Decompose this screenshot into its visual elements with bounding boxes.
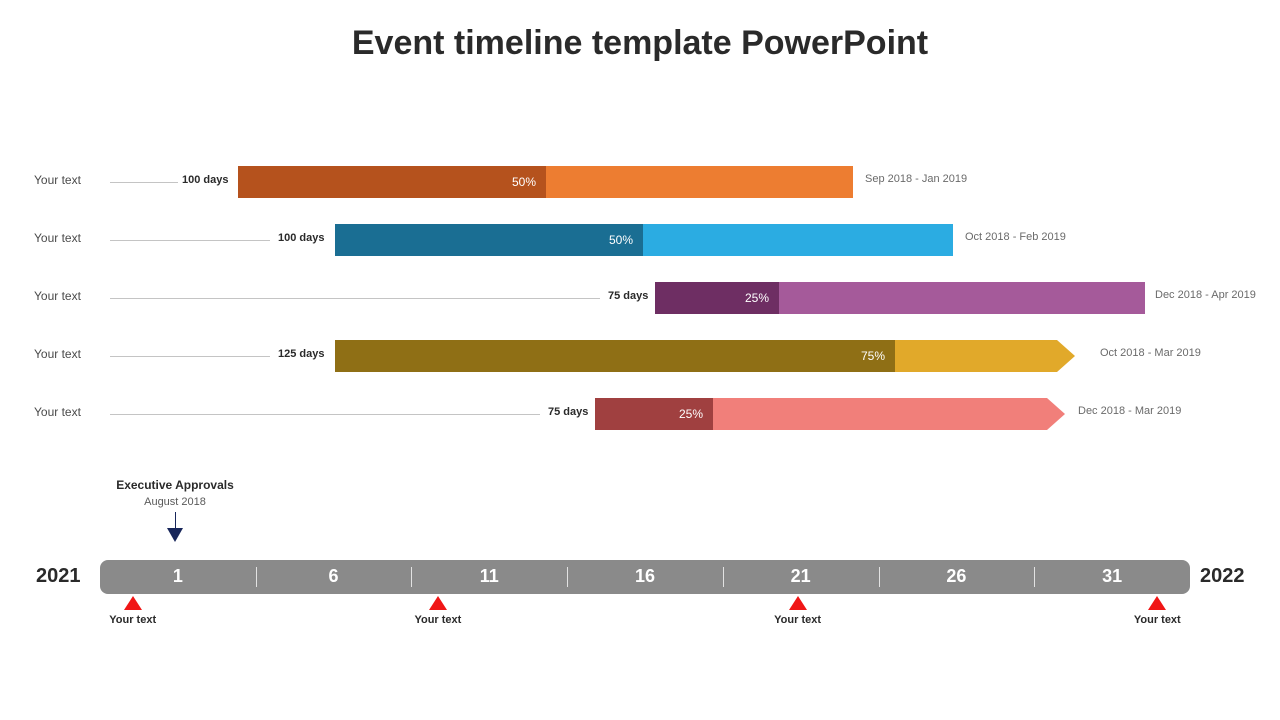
days-label: 100 days: [278, 232, 324, 244]
leader-line: [110, 356, 270, 357]
leader-line: [110, 240, 270, 241]
date-range-label: Sep 2018 - Jan 2019: [865, 173, 967, 185]
leader-line: [110, 298, 600, 299]
milestone-stem-icon: [175, 512, 176, 528]
axis-end-label: 2022: [1200, 565, 1245, 588]
axis-tick-label: 6: [256, 566, 412, 587]
milestone-callout: Executive Approvals August 2018: [105, 478, 245, 542]
milestone-date: August 2018: [105, 496, 245, 508]
axis-tick-label: 1: [100, 566, 256, 587]
axis-marker-label: Your text: [758, 614, 838, 626]
gantt-row: Your text 100 days 50% Oct 2018 - Feb 2019: [0, 218, 1280, 264]
arrow-head-icon: [1057, 340, 1075, 372]
axis-separator: [879, 567, 880, 587]
days-label: 125 days: [278, 348, 324, 360]
axis-separator: [256, 567, 257, 587]
axis-separator: [1034, 567, 1035, 587]
date-range-label: Dec 2018 - Apr 2019: [1155, 289, 1256, 301]
axis-marker-icon: [429, 596, 447, 610]
percent-label: 25%: [655, 282, 779, 314]
slide-title: Event timeline template PowerPoint: [0, 24, 1280, 63]
row-label: Your text: [34, 231, 81, 245]
milestone-title: Executive Approvals: [105, 478, 245, 492]
percent-label: 25%: [595, 398, 713, 430]
bar-todo-segment: [546, 166, 853, 198]
leader-line: [110, 182, 178, 183]
row-label: Your text: [34, 405, 81, 419]
gantt-bar: 25%: [595, 398, 1065, 430]
gantt-row: Your text 125 days 75% Oct 2018 - Mar 2019: [0, 334, 1280, 380]
axis-separator: [411, 567, 412, 587]
axis-tick-label: 31: [1034, 566, 1190, 587]
axis-marker-icon: [124, 596, 142, 610]
axis-separator: [723, 567, 724, 587]
row-label: Your text: [34, 347, 81, 361]
leader-line: [110, 414, 540, 415]
axis-tick-label: 26: [879, 566, 1035, 587]
percent-label: 50%: [238, 166, 546, 198]
gantt-row: Your text 100 days 50% Sep 2018 - Jan 2019: [0, 160, 1280, 206]
bar-todo-segment: [779, 282, 1145, 314]
gantt-bar: 50%: [335, 224, 953, 256]
gantt-bar: 25%: [655, 282, 1145, 314]
axis-tick-label: 21: [723, 566, 879, 587]
axis-tick-label: 16: [567, 566, 723, 587]
percent-label: 50%: [335, 224, 643, 256]
date-range-label: Oct 2018 - Feb 2019: [965, 231, 1066, 243]
axis-separator: [567, 567, 568, 587]
gantt-row: Your text 75 days 25% Dec 2018 - Mar 2019: [0, 392, 1280, 438]
gantt-bar: 50%: [238, 166, 853, 198]
bar-todo-segment: [895, 340, 1057, 372]
axis-start-label: 2021: [36, 565, 81, 588]
date-range-label: Oct 2018 - Mar 2019: [1100, 347, 1201, 359]
axis-marker-label: Your text: [93, 614, 173, 626]
days-label: 75 days: [548, 406, 588, 418]
axis-marker-label: Your text: [398, 614, 478, 626]
axis-tick-label: 11: [411, 566, 567, 587]
days-label: 100 days: [182, 174, 228, 186]
row-label: Your text: [34, 173, 81, 187]
gantt-bar: 75%: [335, 340, 1075, 372]
row-label: Your text: [34, 289, 81, 303]
gantt-rows: Your text100 days50%Sep 2018 - Jan 2019Y…: [0, 160, 1280, 450]
bar-todo-segment: [713, 398, 1047, 430]
axis-marker-icon: [789, 596, 807, 610]
percent-label: 75%: [335, 340, 895, 372]
gantt-row: Your text 75 days 25% Dec 2018 - Apr 2019: [0, 276, 1280, 322]
axis-marker-label: Your text: [1117, 614, 1197, 626]
arrow-head-icon: [1047, 398, 1065, 430]
date-range-label: Dec 2018 - Mar 2019: [1078, 405, 1181, 417]
axis-marker-icon: [1148, 596, 1166, 610]
bar-todo-segment: [643, 224, 953, 256]
days-label: 75 days: [608, 290, 648, 302]
milestone-arrow-icon: [167, 528, 183, 542]
